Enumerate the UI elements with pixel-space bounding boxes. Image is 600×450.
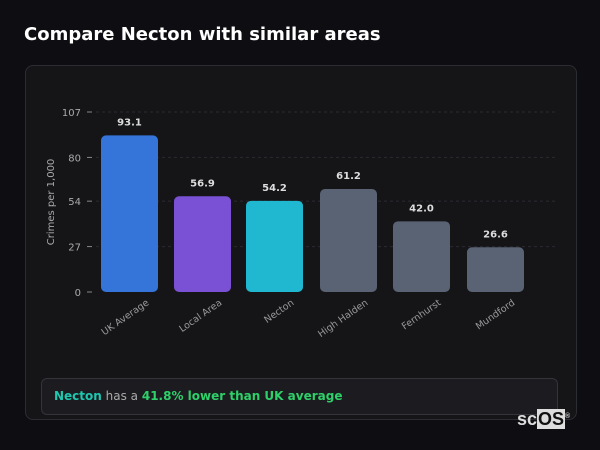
y-tick-label: 27 (68, 243, 81, 254)
bar-uk-average (101, 135, 158, 292)
place-name: Necton (54, 389, 102, 403)
x-tick-label: High Halden (316, 297, 370, 339)
data-label: 42.0 (409, 203, 434, 214)
x-tick-label: Fernhurst (400, 297, 444, 332)
data-label: 61.2 (336, 171, 361, 182)
x-tick-label: Necton (262, 297, 296, 325)
y-tick-label: 54 (68, 197, 81, 208)
bar-high-halden (320, 189, 377, 292)
data-label: 54.2 (262, 183, 287, 194)
summary-highlight: 41.8% lower than UK average (141, 389, 343, 403)
bar-mundford (467, 247, 524, 292)
data-label: 93.1 (117, 117, 142, 128)
x-tick-label: Local Area (177, 297, 224, 334)
x-tick-label: UK Average (100, 297, 152, 338)
data-label: 56.9 (190, 178, 215, 189)
y-axis-label: Crimes per 1,000 (46, 159, 57, 246)
data-label: 26.6 (483, 229, 508, 240)
page-title: Compare Necton with similar areas (24, 24, 381, 45)
scos-logo: scOS® (517, 409, 571, 429)
bar-fernhurst (393, 221, 450, 292)
y-tick-label: 107 (62, 108, 81, 119)
x-tick-label: Mundford (474, 297, 517, 332)
bar-chart: 0 27 54 80 107 Crimes per 1,000 93.1 UK Average… (46, 108, 556, 340)
y-tick-label: 80 (68, 153, 81, 164)
comparison-summary: Necton has a 41.8% lower than UK average (41, 378, 558, 415)
summary-text: has a (101, 389, 142, 403)
y-tick-label: 0 (75, 288, 81, 299)
bar-local-area (174, 196, 231, 292)
bar-necton (246, 200, 303, 292)
chart-card: 0 27 54 80 107 Crimes per 1,000 93.1 UK Average… (25, 65, 577, 420)
